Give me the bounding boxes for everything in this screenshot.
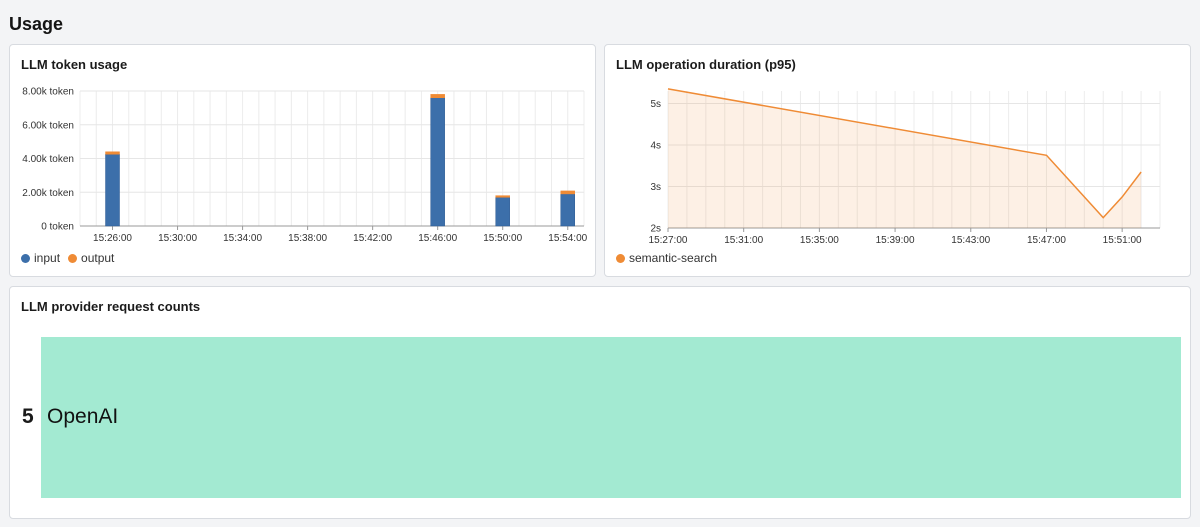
- legend-label-output: output: [81, 251, 115, 265]
- bar-input: [430, 97, 445, 227]
- bar-output: [430, 94, 445, 98]
- x-tick-label: 15:43:00: [951, 235, 990, 245]
- legend-label-semantic-search: semantic-search: [629, 251, 718, 265]
- series-area-semantic-search: [668, 88, 1142, 229]
- x-tick-label: 15:42:00: [353, 233, 392, 244]
- y-tick-label: 6.00k token: [22, 120, 74, 131]
- y-tick-label: 4.00k token: [22, 154, 74, 165]
- legend-item-output[interactable]: output: [68, 251, 114, 265]
- token-usage-title: LLM token usage: [21, 57, 128, 72]
- x-tick-label: 15:54:00: [548, 233, 587, 244]
- provider-title: LLM provider request counts: [21, 299, 201, 314]
- x-tick-label: 15:51:00: [1103, 235, 1142, 245]
- x-tick-label: 15:26:00: [93, 233, 132, 244]
- token-usage-legend: input output: [21, 251, 114, 265]
- x-tick-label: 15:46:00: [418, 233, 457, 244]
- duration-title: LLM operation duration (p95): [616, 57, 796, 72]
- y-tick-label: 2s: [650, 224, 661, 235]
- x-tick-label: 15:38:00: [288, 233, 327, 244]
- bar-input: [495, 197, 510, 227]
- duration-legend: semantic-search: [616, 251, 717, 265]
- y-tick-label: 5s: [650, 99, 661, 110]
- x-tick-label: 15:39:00: [876, 235, 915, 245]
- y-tick-label: 3s: [650, 182, 661, 193]
- y-tick-label: 2.00k token: [22, 188, 74, 199]
- page-title: Usage: [9, 14, 64, 34]
- provider-tile-openai[interactable]: OpenAI: [41, 337, 1181, 498]
- token-usage-chart: 0 token 2.00k token 4.00k token 6.00k token…: [22, 87, 587, 245]
- y-tick-label: 8.00k token: [22, 87, 74, 98]
- token-usage-panel: LLM token usage 0 token 2.00k token 4.00k …: [9, 44, 596, 277]
- bar-output: [560, 190, 575, 195]
- y-tick-label: 0 token: [41, 222, 74, 233]
- provider-panel: LLM provider request counts 5 OpenAI: [9, 286, 1191, 519]
- legend-swatch-semantic-search: [616, 253, 625, 263]
- x-tick-label: 15:47:00: [1027, 235, 1066, 245]
- legend-swatch-output: [68, 253, 78, 263]
- legend-label-input: input: [34, 251, 61, 265]
- provider-label: OpenAI: [47, 405, 119, 428]
- provider-count: 5: [22, 405, 34, 428]
- duration-chart: 2s 3s 4s 5s 15:27:00 15:31:00 15:35:00 15:39:00…: [649, 88, 1161, 245]
- series-line-semantic-search: [667, 88, 1142, 219]
- legend-item-semantic-search[interactable]: semantic-search: [616, 251, 717, 265]
- bar-input: [560, 193, 575, 227]
- bar-output: [495, 195, 510, 198]
- x-tick-label: 15:27:00: [649, 235, 688, 245]
- y-tick-label: 4s: [650, 140, 661, 151]
- legend-swatch-input: [21, 253, 30, 263]
- x-tick-label: 15:50:00: [483, 233, 522, 244]
- x-tick-label: 15:35:00: [800, 235, 839, 245]
- x-tick-label: 15:31:00: [724, 235, 763, 245]
- legend-item-input[interactable]: input: [21, 251, 60, 265]
- duration-panel: LLM operation duration (p95) 2s 3s 4s 5s 15:…: [604, 44, 1191, 277]
- x-tick-label: 15:34:00: [223, 233, 262, 244]
- bar-input: [105, 154, 120, 227]
- bar-output: [105, 151, 120, 155]
- x-tick-label: 15:30:00: [158, 233, 197, 244]
